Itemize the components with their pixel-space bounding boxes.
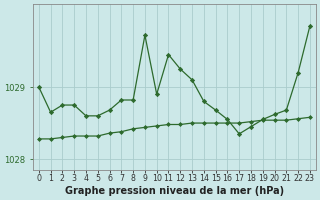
X-axis label: Graphe pression niveau de la mer (hPa): Graphe pression niveau de la mer (hPa)	[65, 186, 284, 196]
